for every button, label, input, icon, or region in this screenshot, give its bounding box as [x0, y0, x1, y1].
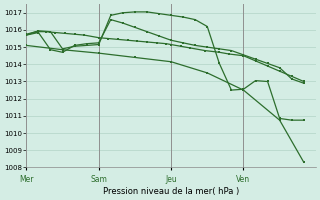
X-axis label: Pression niveau de la mer( hPa ): Pression niveau de la mer( hPa ) — [103, 187, 239, 196]
